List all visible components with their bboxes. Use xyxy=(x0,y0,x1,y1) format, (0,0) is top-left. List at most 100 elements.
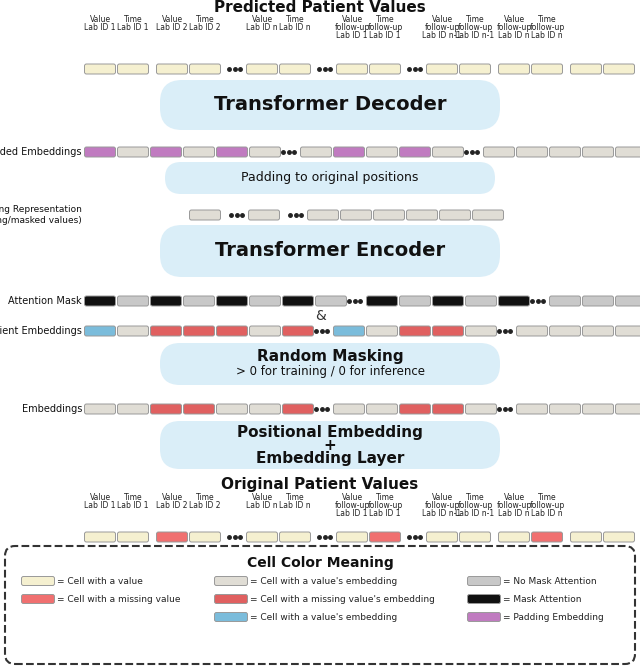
FancyBboxPatch shape xyxy=(160,421,500,469)
FancyBboxPatch shape xyxy=(118,147,148,157)
FancyBboxPatch shape xyxy=(531,64,563,74)
FancyBboxPatch shape xyxy=(616,147,640,157)
FancyBboxPatch shape xyxy=(433,326,463,336)
Text: Value: Value xyxy=(252,15,273,23)
FancyBboxPatch shape xyxy=(84,404,115,414)
Text: Lab ID 1: Lab ID 1 xyxy=(336,509,368,517)
Text: Lab ID 2: Lab ID 2 xyxy=(156,23,188,31)
FancyBboxPatch shape xyxy=(250,404,280,414)
FancyBboxPatch shape xyxy=(433,404,463,414)
Text: Lab ID n-1: Lab ID n-1 xyxy=(422,509,461,517)
FancyBboxPatch shape xyxy=(150,404,182,414)
Text: Lab ID n: Lab ID n xyxy=(246,500,278,509)
Text: = Mask Attention: = Mask Attention xyxy=(503,594,582,604)
FancyBboxPatch shape xyxy=(433,296,463,306)
Text: Value: Value xyxy=(252,492,273,502)
Text: Lab ID 1: Lab ID 1 xyxy=(369,31,401,40)
FancyBboxPatch shape xyxy=(499,296,529,306)
FancyBboxPatch shape xyxy=(465,296,497,306)
Text: Time: Time xyxy=(376,492,394,502)
Text: follow-up: follow-up xyxy=(497,23,532,31)
FancyBboxPatch shape xyxy=(550,147,580,157)
FancyBboxPatch shape xyxy=(184,404,214,414)
FancyBboxPatch shape xyxy=(280,532,310,542)
FancyBboxPatch shape xyxy=(333,147,365,157)
Text: Lab ID n: Lab ID n xyxy=(279,23,311,31)
FancyBboxPatch shape xyxy=(465,404,497,414)
FancyBboxPatch shape xyxy=(440,210,470,220)
FancyBboxPatch shape xyxy=(250,147,280,157)
Text: follow-up: follow-up xyxy=(458,500,493,509)
FancyBboxPatch shape xyxy=(582,326,614,336)
FancyBboxPatch shape xyxy=(367,404,397,414)
Text: Transformer Encoder: Transformer Encoder xyxy=(215,241,445,261)
FancyBboxPatch shape xyxy=(84,532,115,542)
Text: Lab ID 1: Lab ID 1 xyxy=(84,23,116,31)
FancyBboxPatch shape xyxy=(307,210,339,220)
Text: = Cell with a missing value: = Cell with a missing value xyxy=(57,594,180,604)
Text: Predicted Patient Values: Predicted Patient Values xyxy=(214,1,426,15)
Text: Lab ID n: Lab ID n xyxy=(531,31,563,40)
Text: follow-up: follow-up xyxy=(367,23,403,31)
FancyBboxPatch shape xyxy=(157,64,188,74)
FancyBboxPatch shape xyxy=(246,64,278,74)
FancyBboxPatch shape xyxy=(399,147,431,157)
FancyBboxPatch shape xyxy=(250,326,280,336)
FancyBboxPatch shape xyxy=(531,532,563,542)
FancyBboxPatch shape xyxy=(333,404,365,414)
FancyBboxPatch shape xyxy=(582,147,614,157)
FancyBboxPatch shape xyxy=(84,326,115,336)
Text: Time: Time xyxy=(124,15,142,23)
Text: Lab ID n: Lab ID n xyxy=(279,500,311,509)
FancyBboxPatch shape xyxy=(282,404,314,414)
FancyBboxPatch shape xyxy=(550,404,580,414)
FancyBboxPatch shape xyxy=(399,404,431,414)
FancyBboxPatch shape xyxy=(214,576,248,586)
FancyBboxPatch shape xyxy=(184,296,214,306)
FancyBboxPatch shape xyxy=(189,210,221,220)
Text: Lab ID 2: Lab ID 2 xyxy=(189,23,221,31)
Text: Random Masking: Random Masking xyxy=(257,350,403,364)
FancyBboxPatch shape xyxy=(214,612,248,622)
FancyBboxPatch shape xyxy=(467,594,500,604)
FancyBboxPatch shape xyxy=(150,326,182,336)
Text: Time: Time xyxy=(538,15,556,23)
Text: Value: Value xyxy=(161,15,182,23)
FancyBboxPatch shape xyxy=(280,64,310,74)
Text: Time: Time xyxy=(124,492,142,502)
FancyBboxPatch shape xyxy=(367,147,397,157)
Text: Time: Time xyxy=(538,492,556,502)
FancyBboxPatch shape xyxy=(582,296,614,306)
FancyBboxPatch shape xyxy=(516,326,547,336)
Text: Time: Time xyxy=(376,15,394,23)
Text: Lab ID n: Lab ID n xyxy=(246,23,278,31)
Text: Embedding Layer: Embedding Layer xyxy=(256,450,404,466)
FancyBboxPatch shape xyxy=(467,576,500,586)
FancyBboxPatch shape xyxy=(282,296,314,306)
Text: Value: Value xyxy=(161,492,182,502)
Text: Value: Value xyxy=(504,15,525,23)
Text: = Cell with a value: = Cell with a value xyxy=(57,576,143,586)
FancyBboxPatch shape xyxy=(118,64,148,74)
FancyBboxPatch shape xyxy=(399,296,431,306)
FancyBboxPatch shape xyxy=(550,326,580,336)
FancyBboxPatch shape xyxy=(616,326,640,336)
FancyBboxPatch shape xyxy=(5,546,635,664)
Text: = No Mask Attention: = No Mask Attention xyxy=(503,576,596,586)
FancyBboxPatch shape xyxy=(160,225,500,277)
FancyBboxPatch shape xyxy=(426,532,458,542)
FancyBboxPatch shape xyxy=(516,147,547,157)
Text: = Cell with a value's embedding: = Cell with a value's embedding xyxy=(250,576,397,586)
FancyBboxPatch shape xyxy=(216,404,248,414)
Text: Lab ID 2: Lab ID 2 xyxy=(156,500,188,509)
FancyBboxPatch shape xyxy=(369,532,401,542)
FancyBboxPatch shape xyxy=(118,404,148,414)
Text: Value: Value xyxy=(90,492,111,502)
FancyBboxPatch shape xyxy=(467,612,500,622)
Text: Cell Color Meaning: Cell Color Meaning xyxy=(246,556,394,570)
FancyBboxPatch shape xyxy=(465,326,497,336)
FancyBboxPatch shape xyxy=(472,210,504,220)
FancyBboxPatch shape xyxy=(301,147,332,157)
FancyBboxPatch shape xyxy=(84,147,115,157)
Text: Lab ID n: Lab ID n xyxy=(498,31,530,40)
